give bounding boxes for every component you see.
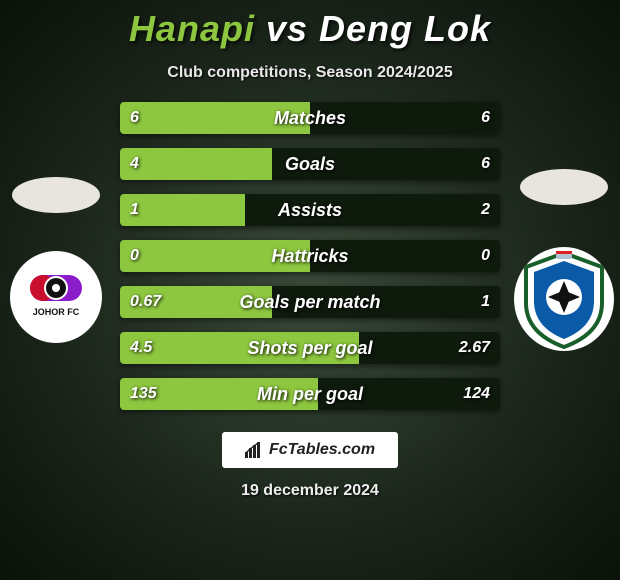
player2-photo	[520, 169, 608, 205]
player2-badge	[514, 247, 614, 351]
stat-value-right: 1	[471, 286, 500, 318]
subtitle: Club competitions, Season 2024/2025	[0, 64, 620, 82]
footer: FcTables.com 19 december 2024	[0, 432, 620, 500]
brand-logo: FcTables.com	[222, 432, 398, 468]
stat-row: 4.5Shots per goal2.67	[120, 332, 500, 364]
stat-row: 0Hattricks0	[120, 240, 500, 272]
date-text: 19 december 2024	[241, 482, 379, 500]
stat-bars: 6Matches64Goals61Assists20Hattricks00.67…	[120, 102, 500, 424]
player1-side: JOHOR FC	[6, 177, 106, 343]
comparison-section: JOHOR FC 6Matches64Goals61Assists20Hattr…	[0, 102, 620, 424]
vs-text: vs	[266, 8, 308, 49]
johor-crest-svg: JOHOR FC	[10, 251, 102, 343]
stat-value-right: 2.67	[449, 332, 500, 364]
stat-label: Goals per match	[120, 286, 500, 318]
chart-icon	[245, 442, 263, 458]
player1-name: Hanapi	[129, 8, 255, 49]
stat-row: 1Assists2	[120, 194, 500, 226]
stat-value-right: 2	[471, 194, 500, 226]
stat-label: Shots per goal	[120, 332, 500, 364]
stat-row: 4Goals6	[120, 148, 500, 180]
stat-label: Hattricks	[120, 240, 500, 272]
page-title: Hanapi vs Deng Lok	[0, 0, 620, 50]
player2-name: Deng Lok	[319, 8, 491, 49]
player1-photo	[12, 177, 100, 213]
stat-label: Matches	[120, 102, 500, 134]
stat-label: Goals	[120, 148, 500, 180]
stat-label: Min per goal	[120, 378, 500, 410]
stat-row: 0.67Goals per match1	[120, 286, 500, 318]
player2-side	[514, 169, 614, 351]
player1-badge: JOHOR FC	[10, 251, 102, 343]
stat-value-right: 6	[471, 148, 500, 180]
svg-text:JOHOR FC: JOHOR FC	[33, 307, 80, 317]
stat-value-right: 124	[453, 378, 500, 410]
stat-value-right: 6	[471, 102, 500, 134]
sabah-crest-svg	[514, 247, 614, 351]
stat-value-right: 0	[471, 240, 500, 272]
brand-text: FcTables.com	[269, 441, 375, 459]
stat-row: 6Matches6	[120, 102, 500, 134]
stat-row: 135Min per goal124	[120, 378, 500, 410]
stat-label: Assists	[120, 194, 500, 226]
